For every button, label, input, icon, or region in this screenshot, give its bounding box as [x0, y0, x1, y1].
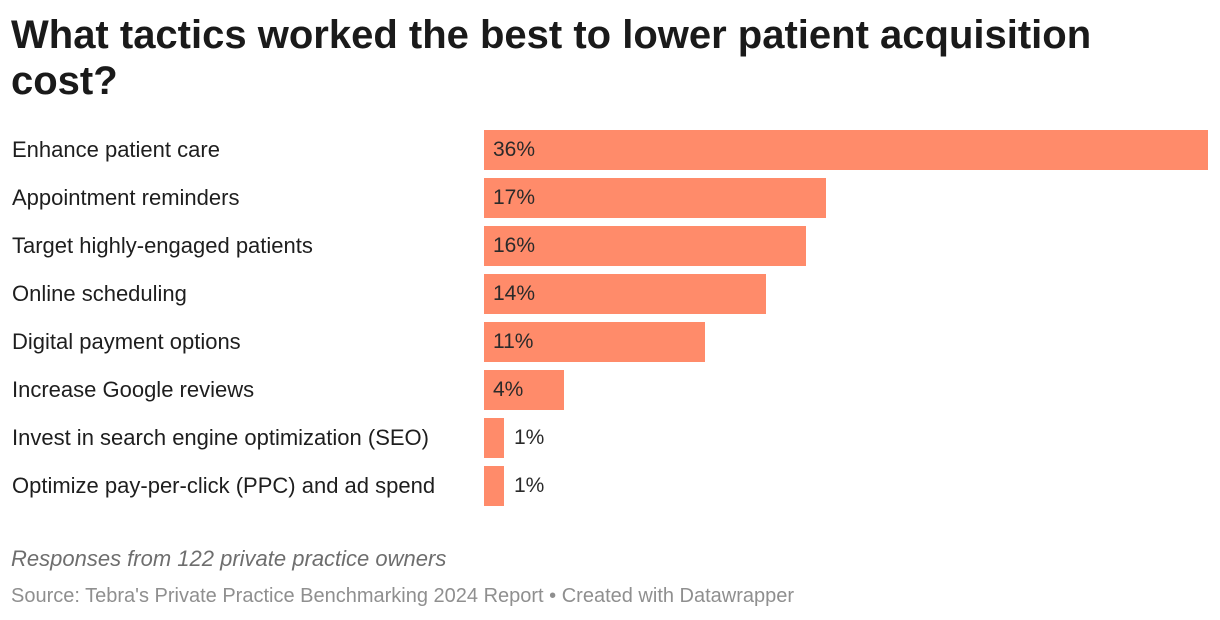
category-label: Digital payment options: [12, 329, 241, 354]
category-label: Enhance patient care: [12, 137, 220, 162]
chart-source: Source: Tebra's Private Practice Benchma…: [11, 585, 795, 607]
bar-value-label: 4%: [493, 378, 524, 401]
chart-row: Increase Google reviews 4%: [0, 370, 1220, 418]
chart-row: Online scheduling 14%: [0, 274, 1220, 322]
chart-title: What tactics worked the best to lower pa…: [11, 13, 1092, 103]
bar-value-label: 11%: [493, 330, 534, 353]
category-label: Optimize pay-per-click (PPC) and ad spen…: [12, 473, 436, 498]
chart-row: Appointment reminders 17%: [0, 178, 1220, 226]
bar: [484, 226, 806, 266]
chart-row: Digital payment options 11%: [0, 322, 1220, 370]
bar: [484, 370, 564, 410]
chart-row: Enhance patient care 36%: [0, 130, 1220, 178]
chart-row: Target highly-engaged patients 16%: [0, 226, 1220, 274]
bar-value-label: 16%: [493, 234, 536, 257]
bar: [484, 178, 826, 218]
bar-value-label: 14%: [493, 282, 536, 305]
category-label: Appointment reminders: [12, 185, 240, 210]
bar-chart: Enhance patient care 36% Appointment remin…: [0, 130, 1220, 514]
category-label: Online scheduling: [12, 281, 187, 306]
bar-value-label: 17%: [493, 186, 536, 209]
category-label: Invest in search engine optimization (SE…: [12, 425, 429, 450]
bar: [484, 466, 504, 506]
bar-value-label: 1%: [514, 426, 545, 449]
chart-row: Optimize pay-per-click (PPC) and ad spen…: [0, 466, 1220, 514]
bar: [484, 130, 1208, 170]
category-label: Target highly-engaged patients: [12, 233, 313, 258]
bar-value-label: 1%: [514, 474, 545, 497]
bar: [484, 274, 766, 314]
chart-note: Responses from 122 private practice owne…: [11, 546, 447, 571]
bar: [484, 418, 504, 458]
chart-row: Invest in search engine optimization (SE…: [0, 418, 1220, 466]
category-label: Increase Google reviews: [12, 377, 255, 402]
bar: [484, 322, 705, 362]
bar-value-label: 36%: [493, 138, 536, 161]
